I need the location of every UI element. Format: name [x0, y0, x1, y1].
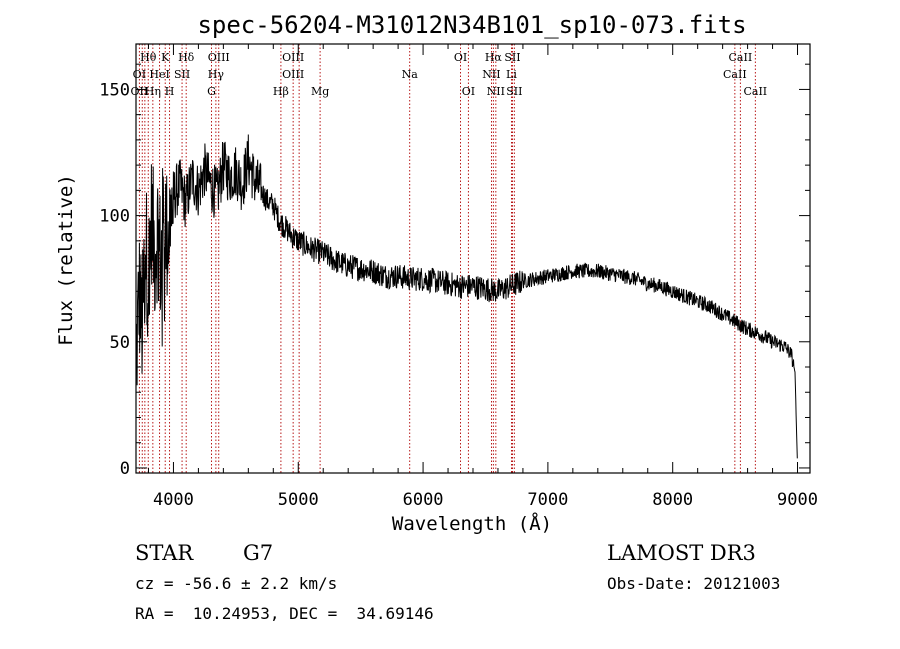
emission-line-markers [138, 44, 756, 473]
line-label: Hδ [178, 51, 195, 64]
line-label: OIII [208, 51, 230, 64]
x-tick-label: 4000 [153, 490, 194, 510]
line-label: Li [506, 68, 517, 81]
coordinates: RA = 10.24953, DEC = 34.69146 [135, 604, 434, 623]
line-label: G [207, 85, 216, 98]
redshift-line: cz = -56.6 ± 2.2 km/s [135, 574, 338, 593]
line-label: Hη [145, 85, 161, 98]
line-label: CaII [743, 85, 767, 98]
line-label: NII [487, 85, 505, 98]
line-label: OI [133, 68, 146, 81]
x-axis-label: Wavelength (Å) [392, 512, 552, 535]
line-label: HeI [149, 68, 169, 81]
line-label: Hβ [273, 85, 289, 98]
line-label: H [165, 85, 175, 98]
line-label: Na [402, 68, 419, 81]
chart-title: spec-56204-M31012N34B101_sp10-073.fits [197, 11, 746, 39]
x-tick-label: 5000 [278, 490, 319, 510]
y-tick-label: 100 [99, 207, 130, 227]
line-label: NII [482, 68, 500, 81]
line-label: SII [506, 85, 522, 98]
line-label: SII [174, 68, 190, 81]
line-label: OIII [282, 68, 304, 81]
x-tick-label: 8000 [652, 490, 693, 510]
line-label: K [161, 51, 170, 64]
y-tick-label: 0 [120, 459, 130, 479]
x-tick-label: 6000 [403, 490, 444, 510]
line-label: OI [454, 51, 467, 64]
y-tick-label: 50 [110, 333, 130, 353]
line-label: OII [131, 85, 149, 98]
line-label: CaII [723, 68, 747, 81]
y-tick-label: 150 [99, 80, 130, 100]
line-label: Mg [311, 85, 329, 98]
spectrum-line [135, 134, 798, 459]
line-label: CaII [729, 51, 753, 64]
object-subclass: G7 [243, 541, 274, 565]
axis-ticks: 4000 5000 6000 7000 8000 9000 0 50 100 150 [99, 44, 818, 510]
line-label: Hγ [208, 68, 225, 81]
survey-name: LAMOST DR3 [607, 541, 756, 565]
spectrum-series [135, 134, 798, 459]
line-label: OIII [282, 51, 304, 64]
line-label: Hα [485, 51, 503, 64]
line-label: SII [504, 51, 520, 64]
x-tick-label: 7000 [527, 490, 568, 510]
obs-date: Obs-Date: 20121003 [607, 574, 781, 593]
line-label: OI [462, 85, 475, 98]
object-class: STAR [135, 541, 194, 565]
plot-frame [135, 43, 811, 474]
y-axis-label: Flux (relative) [55, 174, 77, 346]
line-label: Hθ [140, 51, 157, 64]
x-tick-label: 9000 [777, 490, 818, 510]
